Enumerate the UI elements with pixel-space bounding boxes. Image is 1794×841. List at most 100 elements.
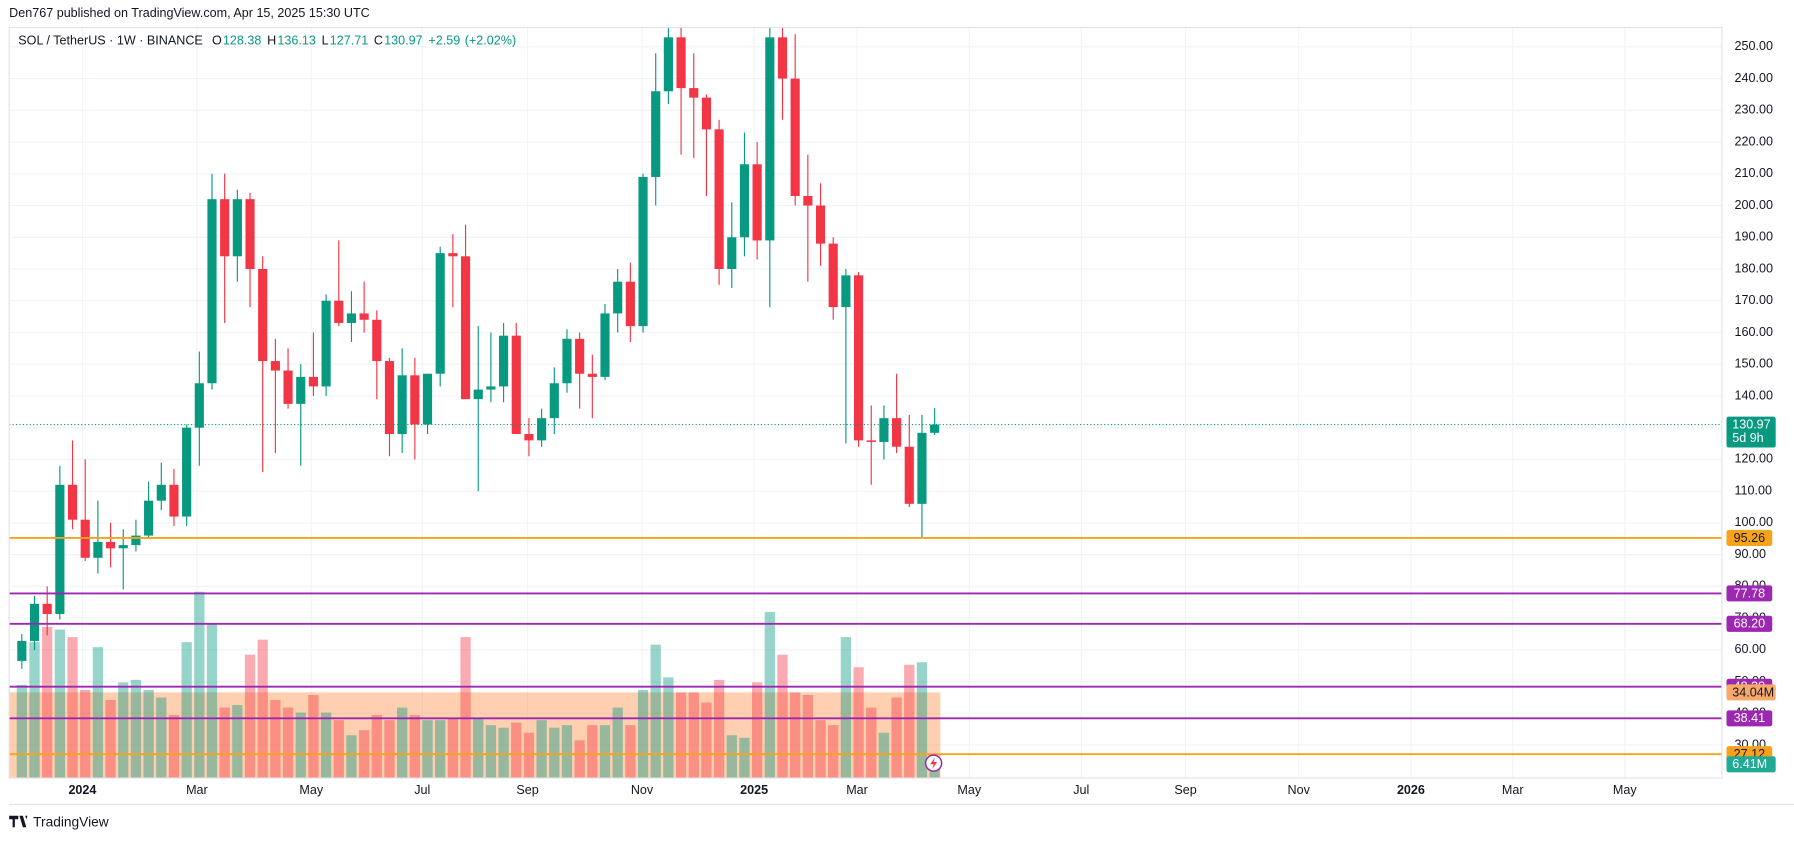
candle-body [55,484,65,614]
legend-key: C [374,34,383,48]
volume-bar [422,720,433,779]
volume-bar [713,679,725,779]
lightning-icon [924,754,943,772]
y-tick-label: 100.00 [1735,515,1773,529]
y-tick-label: 60.00 [1735,642,1766,656]
candle-body [904,446,914,504]
countdown: 5d 9h [1732,431,1763,445]
level-label: 95.26 [1734,531,1765,545]
volume-bar [156,697,167,779]
candle-body [486,386,496,390]
last-price-label: 130.97 [1732,418,1770,432]
volume-bar [866,707,877,779]
volume-bar [371,715,382,779]
volume-bar [54,629,66,779]
candle-body [359,313,369,320]
volume-bar [168,715,180,779]
candle-body [169,484,179,517]
volume-bar [105,700,116,779]
volume-bar [181,642,192,779]
volume-last-label: 6.41M [1732,757,1767,771]
candle-body [625,281,635,327]
x-tick-label: May [299,783,323,797]
volume-bar [384,720,395,779]
level-label: 77.78 [1734,586,1765,600]
candle-body [207,199,217,384]
candle-body [422,373,433,425]
legend-change: +2.59 [428,34,460,48]
volume-bar [409,715,420,779]
candle-body [131,535,141,546]
level-label: 68.20 [1734,617,1765,631]
y-tick-label: 240.00 [1735,71,1773,85]
volume-bar [498,727,509,779]
candle-body [397,375,407,435]
candle-body [460,256,471,400]
candle-body [296,376,306,404]
volume-bar [650,644,661,779]
volume-bar [751,682,763,779]
legend-value: 136.13 [277,34,315,48]
candle-body [144,500,154,536]
candle-body [473,389,483,400]
candle-body [524,434,534,441]
volume-bar [726,735,737,779]
volume-bar [815,720,826,779]
volume-bar [688,692,699,779]
legend-value: 128.38 [223,34,261,48]
legend-change-pct: (+2.02%) [465,34,516,48]
plot-border [8,26,1723,779]
candle-body [232,199,242,257]
legend-value: 130.97 [384,34,422,48]
volume-bar [511,722,522,779]
candle-body [587,373,597,377]
volume-bar [206,624,218,779]
volume-bar [244,654,256,779]
candle-body [448,253,458,257]
candle-body [29,603,40,641]
candle-body [739,164,750,238]
candle-body [308,376,318,387]
y-tick-label: 140.00 [1735,388,1773,402]
y-tick-label: 120.00 [1735,452,1773,466]
x-tick-label: 2024 [68,783,96,797]
y-tick-label: 110.00 [1735,483,1773,497]
ohlc-legend: O 128.38 H 136.13 L 127.71 C 130.97 +2.59 (+2.02%… [212,34,516,48]
volume-bar [257,639,268,779]
volume-bar [904,664,915,779]
volume-bar [587,725,598,779]
volume-bar [523,732,535,779]
footer-brand: TradingView [33,814,109,829]
x-tick-label: Mar [846,783,868,797]
volume-bar [130,679,142,779]
x-tick-label: May [1613,783,1637,797]
candle-body [334,300,344,323]
volume-bar [599,725,611,779]
volume-bar [916,662,928,779]
level-label-box [1726,710,1773,727]
symbol: SOL / TetherUS · 1W · BINANCE [18,34,203,48]
volume-bar [561,725,573,779]
level-label-box [1726,615,1773,632]
candle-body [67,484,78,520]
candle-body [245,199,255,269]
candle-body [613,281,623,314]
candle-body [803,196,813,206]
volume-bar [777,654,788,779]
volume-ma-box [1726,684,1776,701]
volume-bar [29,642,40,779]
publish-header: Den767 published on TradingView.com, Apr… [9,6,370,20]
volume-bar [878,732,890,779]
volume-bar [536,720,547,779]
volume-bar [853,667,864,779]
candle-body [701,97,712,130]
volume-bar [118,682,129,779]
candle-body [663,37,673,92]
candle-body [384,361,395,435]
candle-body [930,424,940,433]
candle-body [765,37,775,241]
candle-body [321,300,331,387]
candle-body [17,640,27,661]
y-tick-label: 180.00 [1735,261,1773,275]
